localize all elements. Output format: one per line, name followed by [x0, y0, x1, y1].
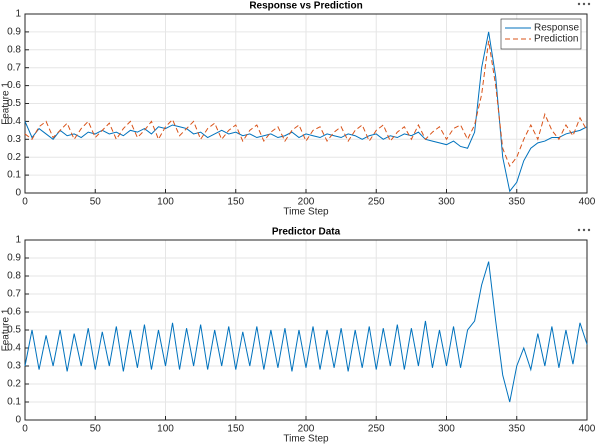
chart-title: Predictor Data [272, 227, 341, 238]
legend-label: Prediction [534, 34, 578, 45]
y-tick-label: 0.3 [7, 361, 21, 372]
y-tick-label: 0.3 [7, 134, 21, 145]
x-tick-label: 200 [298, 197, 315, 208]
more-icon [582, 2, 586, 6]
y-tick-label: 1 [15, 235, 21, 246]
x-tick-label: 150 [227, 197, 244, 208]
more-icon [587, 228, 591, 232]
x-tick-label: 100 [157, 424, 174, 435]
y-tick-label: 0.2 [7, 379, 21, 390]
x-tick-label: 400 [579, 197, 596, 208]
chart-title: Response vs Prediction [249, 1, 362, 12]
x-tick-label: 350 [508, 424, 525, 435]
y-tick-label: 0.6 [7, 80, 21, 91]
series-line [24, 40, 588, 168]
legend-box [500, 18, 582, 50]
y-axis-label: Feature 1 [1, 308, 12, 351]
x-tick-label: 300 [438, 424, 455, 435]
more-icon [577, 2, 581, 6]
more-icon [577, 228, 581, 232]
x-axis-label: Time Step [283, 207, 329, 218]
axes-box [24, 239, 588, 421]
y-tick-label: 1 [15, 9, 21, 20]
series-line [24, 261, 588, 403]
series-line [24, 31, 588, 193]
y-tick-label: 0.7 [7, 289, 21, 300]
x-tick-label: 300 [438, 197, 455, 208]
y-tick-label: 0.8 [7, 44, 21, 55]
x-axis-label: Time Step [283, 434, 329, 444]
y-tick-label: 0.5 [7, 98, 21, 109]
x-tick-label: 0 [22, 424, 28, 435]
y-tick-label: 0 [15, 415, 21, 426]
x-tick-label: 50 [90, 197, 102, 208]
y-tick-label: 0.9 [7, 253, 21, 264]
y-tick-label: 0.8 [7, 271, 21, 282]
more-icon [582, 228, 586, 232]
y-tick-label: 0.4 [7, 116, 21, 127]
x-tick-label: 250 [368, 197, 385, 208]
x-tick-label: 350 [508, 197, 525, 208]
y-tick-label: 0.1 [7, 170, 21, 181]
y-tick-label: 0 [15, 188, 21, 199]
more-icon [587, 2, 591, 6]
legend-label: Response [534, 23, 579, 34]
axes-box [24, 13, 588, 194]
y-tick-label: 0.1 [7, 397, 21, 408]
y-axis-label: Feature 1 [1, 82, 12, 125]
y-tick-label: 0.7 [7, 62, 21, 73]
x-tick-label: 250 [368, 424, 385, 435]
y-tick-label: 0.5 [7, 325, 21, 336]
x-tick-label: 50 [90, 424, 102, 435]
x-tick-label: 0 [22, 197, 28, 208]
y-tick-label: 0.9 [7, 27, 21, 38]
y-tick-label: 0.4 [7, 343, 21, 354]
x-tick-label: 150 [227, 424, 244, 435]
x-tick-label: 200 [298, 424, 315, 435]
x-tick-label: 100 [157, 197, 174, 208]
y-tick-label: 0.6 [7, 307, 21, 318]
x-tick-label: 400 [579, 424, 596, 435]
y-tick-label: 0.2 [7, 152, 21, 163]
